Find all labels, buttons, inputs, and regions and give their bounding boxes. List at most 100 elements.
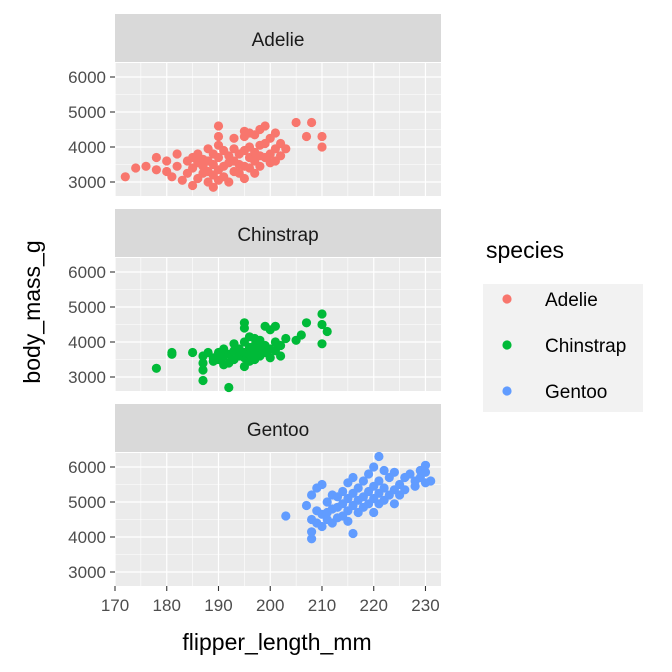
y-tick-label: 4000	[68, 333, 106, 352]
facet-strip	[115, 209, 441, 257]
x-tick-label: 200	[256, 596, 284, 615]
facet-strip	[115, 14, 441, 62]
data-point	[301, 500, 312, 511]
data-point	[307, 534, 317, 544]
data-point	[364, 469, 374, 479]
data-point	[379, 483, 389, 493]
data-point	[224, 382, 234, 393]
data-point	[188, 347, 198, 358]
data-point	[276, 151, 286, 161]
facet-strip-label: Chinstrap	[237, 225, 318, 246]
facet-strip	[115, 404, 441, 452]
data-point	[353, 483, 363, 493]
data-point	[250, 168, 260, 178]
facet-panels: Adelie 3000 4000 5000 6000 Chinstrap 3000 4000 5…	[68, 14, 441, 586]
data-point	[260, 121, 270, 131]
data-point	[374, 451, 384, 462]
legend-label: Chinstrap	[545, 336, 626, 357]
y-tick-label: 5000	[68, 103, 106, 122]
panel-adelie: Adelie 3000 4000 5000 6000	[68, 14, 441, 196]
data-point	[317, 131, 327, 142]
data-point	[379, 465, 389, 476]
data-point	[208, 182, 218, 192]
data-point	[322, 497, 332, 507]
data-point	[374, 476, 384, 486]
x-tick-label: 230	[411, 596, 439, 615]
y-tick-label: 4000	[68, 138, 106, 157]
y-tick-label: 3000	[68, 368, 106, 387]
data-point	[229, 133, 239, 143]
data-point	[151, 363, 161, 373]
y-tick-label: 5000	[68, 298, 106, 317]
data-point	[213, 131, 224, 142]
data-point	[307, 527, 317, 537]
data-point	[172, 149, 182, 159]
data-point	[317, 339, 327, 349]
legend-item-chinstrap: Chinstrap	[502, 336, 626, 357]
data-point	[322, 326, 332, 337]
x-tick-label: 210	[308, 596, 336, 615]
legend-title: species	[486, 237, 564, 263]
panel-chinstrap: Chinstrap 3000 4000 5000 6000	[68, 209, 441, 393]
data-point	[317, 319, 327, 330]
y-tick-label: 3000	[68, 563, 106, 582]
data-point	[281, 144, 291, 154]
data-point	[369, 507, 379, 518]
data-point	[213, 152, 224, 163]
legend-key	[502, 386, 512, 396]
data-point	[276, 351, 286, 361]
data-point	[296, 330, 306, 340]
data-point	[420, 460, 431, 470]
data-point	[120, 172, 130, 182]
data-point	[348, 472, 358, 483]
data-point	[281, 511, 291, 521]
y-axis-title: body_mass_g	[19, 240, 45, 383]
data-point	[239, 318, 249, 328]
y-tick-label: 3000	[68, 173, 106, 192]
data-point	[198, 358, 208, 368]
data-point	[389, 499, 399, 509]
data-point	[317, 309, 327, 319]
data-point	[307, 117, 317, 128]
legend: species Adelie Chinstrap Gentoo	[483, 237, 643, 412]
legend-item-gentoo: Gentoo	[502, 382, 607, 403]
data-point	[239, 173, 249, 184]
data-point	[167, 347, 177, 358]
data-point	[410, 481, 420, 491]
data-point	[255, 161, 265, 171]
data-point	[270, 321, 280, 331]
y-tick-label: 5000	[68, 493, 106, 512]
y-tick-label: 6000	[68, 458, 106, 477]
data-point	[420, 467, 431, 477]
y-tick-label: 6000	[68, 68, 106, 87]
legend-label: Adelie	[545, 290, 598, 311]
data-point	[281, 333, 291, 344]
data-point	[400, 485, 410, 495]
data-point	[369, 462, 379, 472]
x-tick-label: 180	[153, 596, 181, 615]
y-tick-label: 4000	[68, 528, 106, 547]
y-tick-label: 6000	[68, 263, 106, 282]
data-point	[276, 340, 286, 351]
data-point	[188, 180, 198, 191]
x-tick-label: 190	[204, 596, 232, 615]
data-point	[307, 490, 317, 500]
data-point	[224, 177, 234, 187]
data-point	[131, 163, 141, 173]
data-point	[405, 469, 415, 479]
data-point	[338, 486, 348, 497]
x-tick-label: 170	[101, 596, 129, 615]
data-point	[343, 516, 353, 526]
data-point	[213, 121, 224, 131]
data-point	[317, 521, 327, 532]
data-point	[172, 161, 182, 171]
data-point	[348, 528, 358, 539]
facet-strip-label: Gentoo	[247, 420, 309, 441]
data-point	[358, 476, 368, 486]
data-point	[162, 156, 172, 166]
data-point	[141, 161, 151, 171]
data-point	[301, 318, 312, 328]
x-tick-label: 220	[360, 596, 388, 615]
data-point	[151, 165, 161, 175]
